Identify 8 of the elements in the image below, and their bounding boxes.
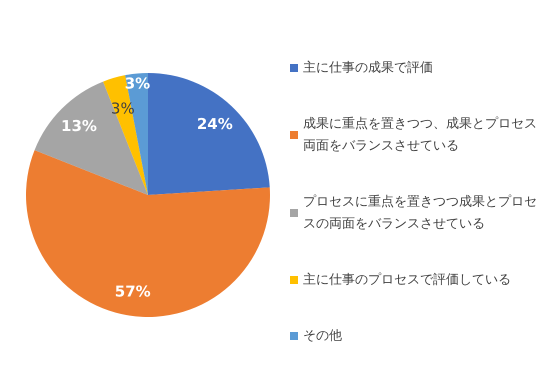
legend-label: 主に仕事の成果で評価: [303, 60, 433, 76]
data-label: 24%: [196, 114, 233, 133]
legend-label: プロセスに重点を置きつつ成果とプロセスの両面をバランスさせている: [303, 194, 536, 232]
data-label: 57%: [114, 282, 151, 300]
legend-label: 主に仕事のプロセスで評価している: [303, 272, 511, 288]
legend-label: 成果に重点を置きつつ、成果とプロセス両面をバランスさせている: [303, 116, 536, 154]
legend-label: その他: [303, 328, 342, 344]
data-label: 13%: [61, 116, 97, 135]
